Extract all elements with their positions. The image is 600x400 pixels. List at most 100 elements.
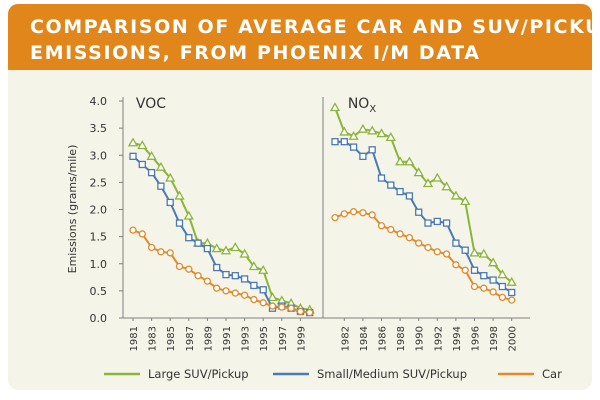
data-point-square <box>368 146 376 154</box>
data-point-circle <box>377 222 386 230</box>
data-point-triangle <box>348 130 359 140</box>
data-point-square <box>349 143 358 151</box>
data-point-triangle <box>469 247 480 257</box>
data-point-circle <box>129 226 137 234</box>
data-point-square <box>498 282 507 291</box>
data-point-circle <box>442 250 451 258</box>
panel-2-label-subscript: X <box>369 104 376 115</box>
x-tick-label-1986: 1986 <box>378 326 389 351</box>
data-point-circle <box>415 239 423 247</box>
data-point-triangle <box>404 156 415 166</box>
data-point-circle <box>396 230 404 238</box>
data-point-circle <box>387 225 395 234</box>
series-line-small-medium-suv-pickup-panel-2 <box>335 140 513 294</box>
data-point-circle <box>147 243 156 252</box>
data-point-triangle <box>174 190 185 200</box>
data-point-square <box>166 198 174 207</box>
y-tick-label-3.5: 3.5 <box>90 122 108 135</box>
x-tick-label-1982: 1982 <box>340 326 351 351</box>
data-point-circle <box>268 302 277 310</box>
data-point-circle <box>359 209 367 217</box>
data-point-circle <box>489 288 497 296</box>
data-point-circle <box>306 308 314 317</box>
data-point-triangle <box>267 292 278 302</box>
data-point-circle <box>368 211 376 219</box>
x-tick-label-1983: 1983 <box>148 326 159 351</box>
data-point-triangle <box>385 132 396 141</box>
data-point-circle <box>278 303 286 311</box>
data-point-triangle <box>422 178 434 188</box>
data-point-circle <box>424 243 432 252</box>
x-tick-label-2000: 2000 <box>508 326 519 351</box>
data-point-triangle <box>441 181 452 191</box>
data-point-triangle <box>146 151 157 160</box>
data-point-triangle <box>487 257 499 267</box>
data-point-circle <box>349 208 358 216</box>
data-point-square <box>185 234 193 242</box>
data-point-square <box>405 192 414 200</box>
y-tick-label-4.0: 4.0 <box>90 95 108 108</box>
x-tick-label-1987: 1987 <box>185 326 196 351</box>
data-point-square <box>415 208 423 216</box>
data-point-square <box>138 160 146 169</box>
x-tick-label-1984: 1984 <box>359 326 370 351</box>
data-point-triangle <box>155 161 167 171</box>
data-point-circle <box>166 249 174 257</box>
chart-title-line-1: COMPARISON OF AVERAGE CAR AND SUV/PICKUP <box>30 16 592 38</box>
data-point-square <box>213 263 221 272</box>
data-point-triangle <box>357 123 369 133</box>
data-point-square <box>222 270 230 279</box>
data-point-triangle <box>137 140 148 150</box>
x-tick-label-1985: 1985 <box>166 326 177 351</box>
data-point-square <box>129 152 137 160</box>
data-point-triangle <box>165 172 176 182</box>
title-banner: COMPARISON OF AVERAGE CAR AND SUV/PICKUP… <box>8 4 592 70</box>
data-point-square <box>157 182 165 190</box>
chart-title-line-2: EMISSIONS, FROM PHOENIX I/M DATA <box>30 42 481 64</box>
data-point-square <box>175 219 184 227</box>
data-point-square <box>377 174 386 182</box>
data-point-circle <box>508 296 516 304</box>
data-point-square <box>433 217 441 226</box>
data-point-triangle <box>497 269 508 279</box>
data-point-circle <box>138 230 146 238</box>
data-point-square <box>387 181 395 189</box>
data-point-triangle <box>450 190 462 200</box>
chart-card: COMPARISON OF AVERAGE CAR AND SUV/PICKUP… <box>8 4 592 390</box>
data-point-circle <box>470 282 479 291</box>
data-point-triangle <box>258 264 269 274</box>
data-point-circle <box>203 277 212 285</box>
data-point-circle <box>433 248 441 256</box>
data-point-circle <box>259 299 267 307</box>
data-point-circle <box>287 304 295 312</box>
data-point-square <box>340 138 348 146</box>
panel-1-label: VOC <box>136 96 166 112</box>
x-tick-label-1990: 1990 <box>415 326 426 351</box>
y-tick-label-0.5: 0.5 <box>90 285 108 298</box>
data-point-square <box>240 275 249 283</box>
data-point-circle <box>157 248 165 256</box>
data-point-circle <box>480 284 488 292</box>
data-point-circle <box>452 261 460 269</box>
chart-canvas: 0.0 0.5 1.0 1.5 2.0 2.5 3.0 3.5 4.0 Emissions (gr… <box>66 95 562 381</box>
y-tick-label-2.0: 2.0 <box>90 204 108 217</box>
data-point-square <box>508 288 516 297</box>
data-point-triangle <box>220 245 232 255</box>
data-point-square <box>250 281 258 290</box>
x-tick-label-1995: 1995 <box>259 326 270 351</box>
x-tick-label-1996: 1996 <box>471 326 482 351</box>
data-point-circle <box>222 287 230 295</box>
legend-label-3: Car <box>542 367 562 381</box>
data-point-square <box>452 239 460 247</box>
data-point-circle <box>461 266 469 274</box>
data-point-circle <box>340 210 348 218</box>
data-point-triangle <box>339 126 350 136</box>
data-point-square <box>259 286 267 294</box>
y-tick-label-1.5: 1.5 <box>90 231 108 244</box>
data-point-triangle <box>248 261 260 271</box>
data-point-square <box>359 152 367 160</box>
data-point-square <box>424 219 432 227</box>
data-point-square <box>203 244 212 253</box>
panel-2-label: NOX <box>348 96 377 115</box>
data-point-triangle <box>432 172 443 182</box>
